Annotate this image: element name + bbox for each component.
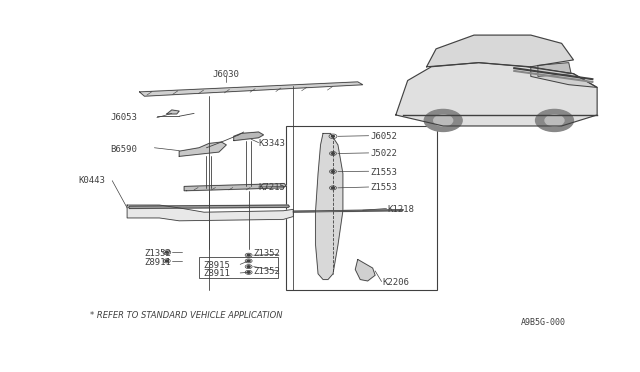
Polygon shape (129, 205, 289, 208)
Text: J5022: J5022 (370, 149, 397, 158)
Text: Z8915: Z8915 (203, 261, 230, 270)
Text: Z8911: Z8911 (145, 258, 172, 267)
Polygon shape (396, 62, 597, 126)
Text: * REFER TO STANDARD VEHICLE APPLICATION: * REFER TO STANDARD VEHICLE APPLICATION (90, 311, 282, 320)
Polygon shape (538, 62, 571, 76)
Text: Z1553: Z1553 (370, 183, 397, 192)
Text: Z1352: Z1352 (253, 267, 280, 276)
Text: J6052: J6052 (370, 132, 397, 141)
Polygon shape (316, 134, 343, 279)
Text: K0443: K0443 (78, 176, 105, 185)
Text: K1218: K1218 (388, 205, 414, 214)
Text: Z1352: Z1352 (253, 249, 280, 258)
Text: K2206: K2206 (383, 278, 410, 287)
Circle shape (424, 109, 462, 131)
Polygon shape (127, 205, 293, 221)
Text: Z1352: Z1352 (145, 249, 172, 258)
Circle shape (247, 272, 250, 273)
Polygon shape (184, 183, 286, 191)
Circle shape (536, 109, 573, 131)
Circle shape (247, 254, 250, 256)
Circle shape (247, 260, 250, 262)
Circle shape (332, 135, 335, 137)
Polygon shape (140, 82, 363, 96)
Bar (199, 257, 278, 278)
Polygon shape (234, 132, 264, 141)
Text: K3343: K3343 (259, 139, 285, 148)
Polygon shape (179, 142, 227, 156)
Text: K7215: K7215 (259, 183, 285, 192)
Circle shape (434, 115, 452, 126)
Circle shape (332, 187, 335, 189)
Text: J6030: J6030 (213, 70, 240, 79)
Circle shape (165, 260, 168, 262)
Text: B6590: B6590 (110, 145, 137, 154)
Circle shape (332, 153, 335, 154)
Polygon shape (355, 260, 375, 281)
Polygon shape (167, 110, 179, 114)
Polygon shape (293, 210, 403, 212)
Polygon shape (427, 35, 573, 67)
Circle shape (545, 115, 564, 126)
Circle shape (165, 251, 168, 253)
Circle shape (247, 266, 250, 267)
Text: A9B5G-000: A9B5G-000 (521, 318, 566, 327)
Polygon shape (531, 67, 597, 87)
Text: Z8911: Z8911 (203, 269, 230, 278)
Text: Z1553: Z1553 (370, 168, 397, 177)
Text: J6053: J6053 (110, 113, 137, 122)
Bar (286, 126, 437, 289)
Circle shape (332, 171, 335, 172)
